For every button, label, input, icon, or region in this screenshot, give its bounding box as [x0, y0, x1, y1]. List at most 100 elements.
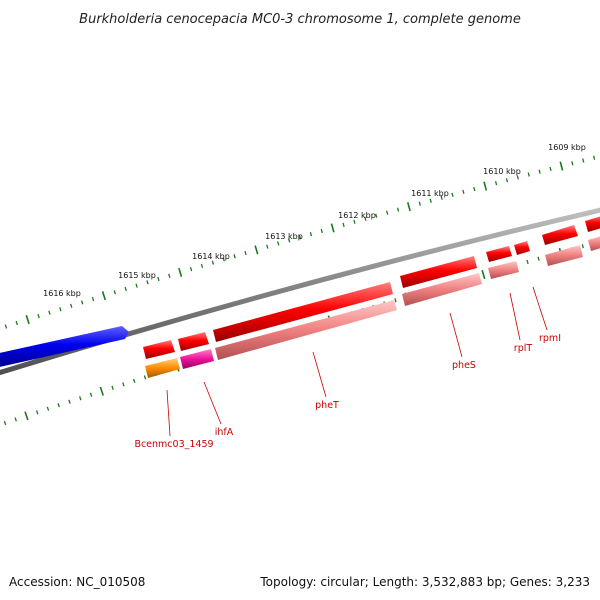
feature-pink-gene-phes — [402, 273, 482, 306]
kbp-major-tick — [25, 315, 30, 325]
feature-orange-gene — [145, 358, 180, 378]
kbp-labels: 1609 kbp 1610 kbp 1611 kbp 1612 kbp 1613 kbp… — [43, 143, 586, 298]
kbp-minor-tick — [462, 189, 465, 194]
kbp-major-tick — [101, 291, 107, 301]
feature-red-cds-4 — [585, 216, 600, 232]
kbp-major-tick — [254, 245, 259, 255]
kbp-minor-tick — [15, 320, 19, 326]
feature-red-cds-1 — [143, 340, 175, 359]
kbp-minor-tick — [132, 378, 136, 383]
kbp-minor-tick — [37, 314, 40, 319]
kbp-minor-tick — [211, 260, 215, 265]
kbp-minor-tick — [505, 178, 509, 183]
kbp-minor-tick — [113, 290, 117, 295]
kbp-minor-tick — [494, 181, 498, 186]
gene-label-phes: pheS — [452, 360, 476, 371]
kbp-minor-tick — [429, 198, 432, 203]
kbp-tick-ring-outer — [4, 155, 596, 329]
label-leader-lines — [166, 286, 548, 437]
feature-red-cds-rplt — [486, 246, 512, 262]
kbp-minor-tick — [571, 161, 574, 166]
kbp-minor-tick — [4, 324, 8, 329]
kbp-minor-tick — [516, 175, 519, 180]
kbp-minor-tick — [385, 210, 389, 215]
genome-summary-text: Topology: circular; Length: 3,532,883 bp… — [260, 575, 590, 589]
feature-pink-gene-5 — [588, 236, 600, 251]
feature-pink-gene-rplt — [488, 261, 519, 279]
kbp-minor-tick — [287, 238, 291, 243]
gene-label-bcenmc03-1459: Bcenmc03_1459 — [134, 439, 213, 450]
gene-track-features — [145, 236, 600, 378]
kbp-major-tick — [481, 269, 486, 280]
gene-label-phet: pheT — [315, 400, 339, 411]
kbp-minor-tick — [89, 392, 93, 397]
kbp-major-tick — [483, 181, 488, 191]
kbp-label: 1609 kbp — [548, 143, 586, 152]
feature-pink-gene-phet — [215, 300, 397, 360]
gene-labels: Bcenmc03_1459 ihfA pheT pheS rplT rpmI — [134, 333, 561, 450]
kbp-minor-tick — [35, 410, 39, 415]
kbp-minor-tick — [309, 232, 313, 237]
kbp-label: 1610 kbp — [483, 167, 521, 176]
kbp-major-tick — [559, 161, 564, 171]
kbp-minor-tick — [48, 310, 51, 315]
feature-pink-gene-rpmi — [545, 245, 583, 266]
kbp-minor-tick — [473, 186, 476, 192]
kbp-minor-tick — [244, 250, 247, 256]
kbp-major-tick — [99, 386, 104, 396]
kbp-minor-tick — [79, 396, 82, 401]
kbp-minor-tick — [375, 213, 378, 218]
kbp-minor-tick — [526, 259, 529, 264]
kbp-major-tick — [330, 223, 335, 233]
kbp-minor-tick — [157, 276, 160, 282]
kbp-minor-tick — [581, 244, 584, 249]
feature-red-cds-3 — [514, 241, 530, 255]
accession-text: Accession: NC_010508 — [9, 575, 146, 589]
kbp-minor-tick — [14, 417, 17, 422]
kbp-minor-tick — [59, 307, 62, 312]
kbp-label: 1613 kbp — [265, 232, 303, 241]
kbp-minor-tick — [582, 158, 585, 163]
kbp-minor-tick — [451, 192, 454, 197]
kbp-minor-tick — [135, 283, 138, 288]
kbp-minor-tick — [124, 286, 127, 292]
kbp-minor-tick — [146, 280, 149, 285]
feature-red-cds-rpmi — [542, 225, 578, 245]
kbp-minor-tick — [91, 296, 95, 302]
kbp-minor-tick — [298, 235, 302, 240]
map-title: Burkholderia cenocepacia MC0-3 chromosom… — [79, 12, 521, 27]
kbp-minor-tick — [440, 195, 443, 200]
kbp-major-tick — [24, 411, 29, 421]
kbp-minor-tick — [537, 256, 540, 261]
kbp-minor-tick — [3, 420, 7, 426]
kbp-minor-tick — [353, 219, 356, 224]
kbp-minor-tick — [57, 403, 60, 408]
kbp-minor-tick — [200, 263, 204, 269]
kbp-minor-tick — [527, 172, 530, 177]
kbp-minor-tick — [277, 241, 280, 246]
kbp-label: 1614 kbp — [192, 252, 230, 261]
kbp-minor-tick — [70, 303, 73, 308]
gene-label-ihfa: ihfA — [215, 427, 234, 438]
kbp-minor-tick — [68, 399, 71, 404]
kbp-minor-tick — [342, 222, 345, 227]
kbp-minor-tick — [233, 254, 236, 259]
feature-red-cds-phes — [400, 256, 477, 288]
kbp-minor-tick — [168, 273, 171, 278]
kbp-minor-tick — [80, 300, 84, 305]
kbp-minor-tick — [122, 382, 125, 387]
kbp-minor-tick — [364, 216, 367, 221]
feature-red-cds-2 — [178, 332, 209, 351]
feature-blue-cds — [0, 326, 129, 367]
feature-magenta-gene — [180, 349, 214, 369]
kbp-minor-tick — [189, 267, 193, 272]
kbp-major-tick — [178, 267, 183, 277]
kbp-minor-tick — [538, 169, 541, 174]
kbp-minor-tick — [266, 244, 269, 249]
kbp-major-tick — [406, 202, 411, 212]
kbp-label: 1615 kbp — [118, 271, 156, 280]
kbp-minor-tick — [143, 375, 147, 380]
kbp-minor-tick — [549, 166, 552, 172]
kbp-minor-tick — [592, 155, 596, 160]
